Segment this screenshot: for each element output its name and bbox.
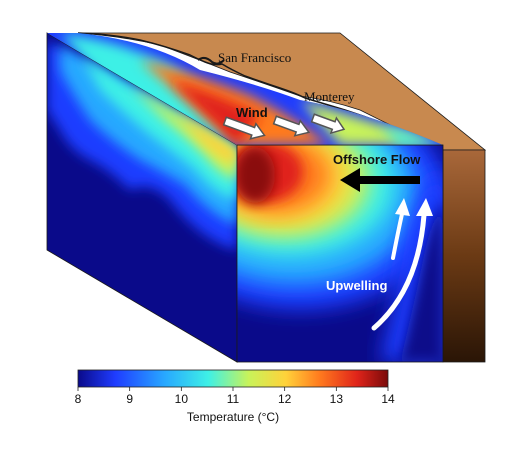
colorbar-tick-label: 14 [381,392,395,406]
san-francisco-marker [197,56,225,65]
colorbar-title: Temperature (°C) [187,410,279,424]
san-francisco-label: San Francisco [218,50,291,65]
colorbar: 8 9 10 11 12 13 14 Temperature (°C) [75,369,395,424]
upwelling-arrow-large [371,212,427,331]
colorbar-tick-label: 11 [227,392,240,406]
upwelling-arrowhead-large [416,198,433,216]
upwelling-arrowhead-small [395,198,410,216]
offshore-flow-label: Offshore Flow [333,152,421,167]
colorbar-tick-label: 12 [278,392,292,406]
wind-label: Wind [236,105,268,120]
colorbar-tick-label: 13 [330,392,344,406]
colorbar-gradient [77,369,389,388]
wind-arrow [272,115,311,137]
wind-arrow [310,113,346,135]
land-side [442,149,486,363]
monterey-label: Monterey [304,89,355,104]
offshore-flow-arrow [340,168,420,192]
colorbar-tick-label: 8 [75,392,82,406]
colorbar-tick-label: 10 [175,392,189,406]
wind-arrow [222,116,266,140]
upwelling-label: Upwelling [326,278,387,293]
colorbar-ticks: 8 9 10 11 12 13 14 [75,387,395,406]
colorbar-tick-label: 9 [126,392,133,406]
wind-arrows [222,113,346,140]
upwelling-arrow-small [391,212,404,260]
